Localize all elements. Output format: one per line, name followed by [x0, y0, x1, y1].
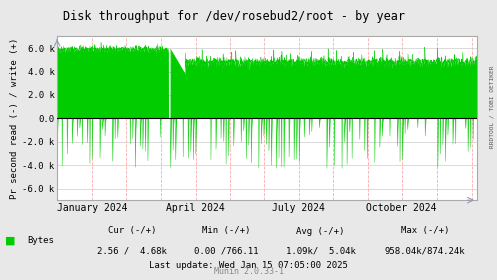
Text: RRDTOOL / TOBI OETIKER: RRDTOOL / TOBI OETIKER [490, 65, 495, 148]
Text: Max (-/+): Max (-/+) [401, 227, 449, 235]
Text: Munin 2.0.33-1: Munin 2.0.33-1 [214, 267, 283, 276]
Text: Min (-/+): Min (-/+) [202, 227, 250, 235]
Text: Cur (-/+): Cur (-/+) [107, 227, 156, 235]
Text: 2.56 /  4.68k: 2.56 / 4.68k [97, 246, 166, 255]
Text: Disk throughput for /dev/rosebud2/root - by year: Disk throughput for /dev/rosebud2/root -… [63, 10, 405, 23]
Text: ■: ■ [5, 236, 15, 246]
Text: Last update: Wed Jan 15 07:05:00 2025: Last update: Wed Jan 15 07:05:00 2025 [149, 262, 348, 270]
Text: 0.00 /766.11: 0.00 /766.11 [194, 246, 258, 255]
Y-axis label: Pr second read (-) / write (+): Pr second read (-) / write (+) [10, 38, 19, 199]
Text: 1.09k/  5.04k: 1.09k/ 5.04k [286, 246, 355, 255]
Text: Avg (-/+): Avg (-/+) [296, 227, 345, 235]
Text: 958.04k/874.24k: 958.04k/874.24k [385, 246, 465, 255]
Text: Bytes: Bytes [27, 236, 54, 245]
